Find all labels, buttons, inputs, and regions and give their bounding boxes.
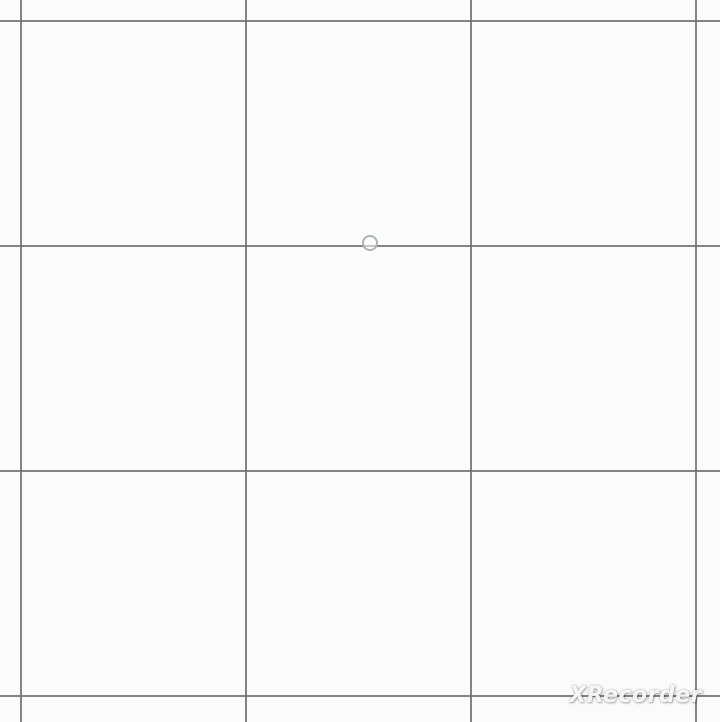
grid-line-vertical (695, 0, 697, 722)
grid-line-horizontal (0, 20, 720, 22)
grid-line-horizontal (0, 470, 720, 472)
grid-line-vertical (20, 0, 22, 722)
grid-line-horizontal (0, 245, 720, 247)
grid-line-horizontal (0, 695, 720, 697)
grid-line-vertical (470, 0, 472, 722)
xrecorder-watermark: XRecorder (569, 683, 702, 708)
touch-point-icon (362, 235, 378, 251)
grid-line-vertical (245, 0, 247, 722)
